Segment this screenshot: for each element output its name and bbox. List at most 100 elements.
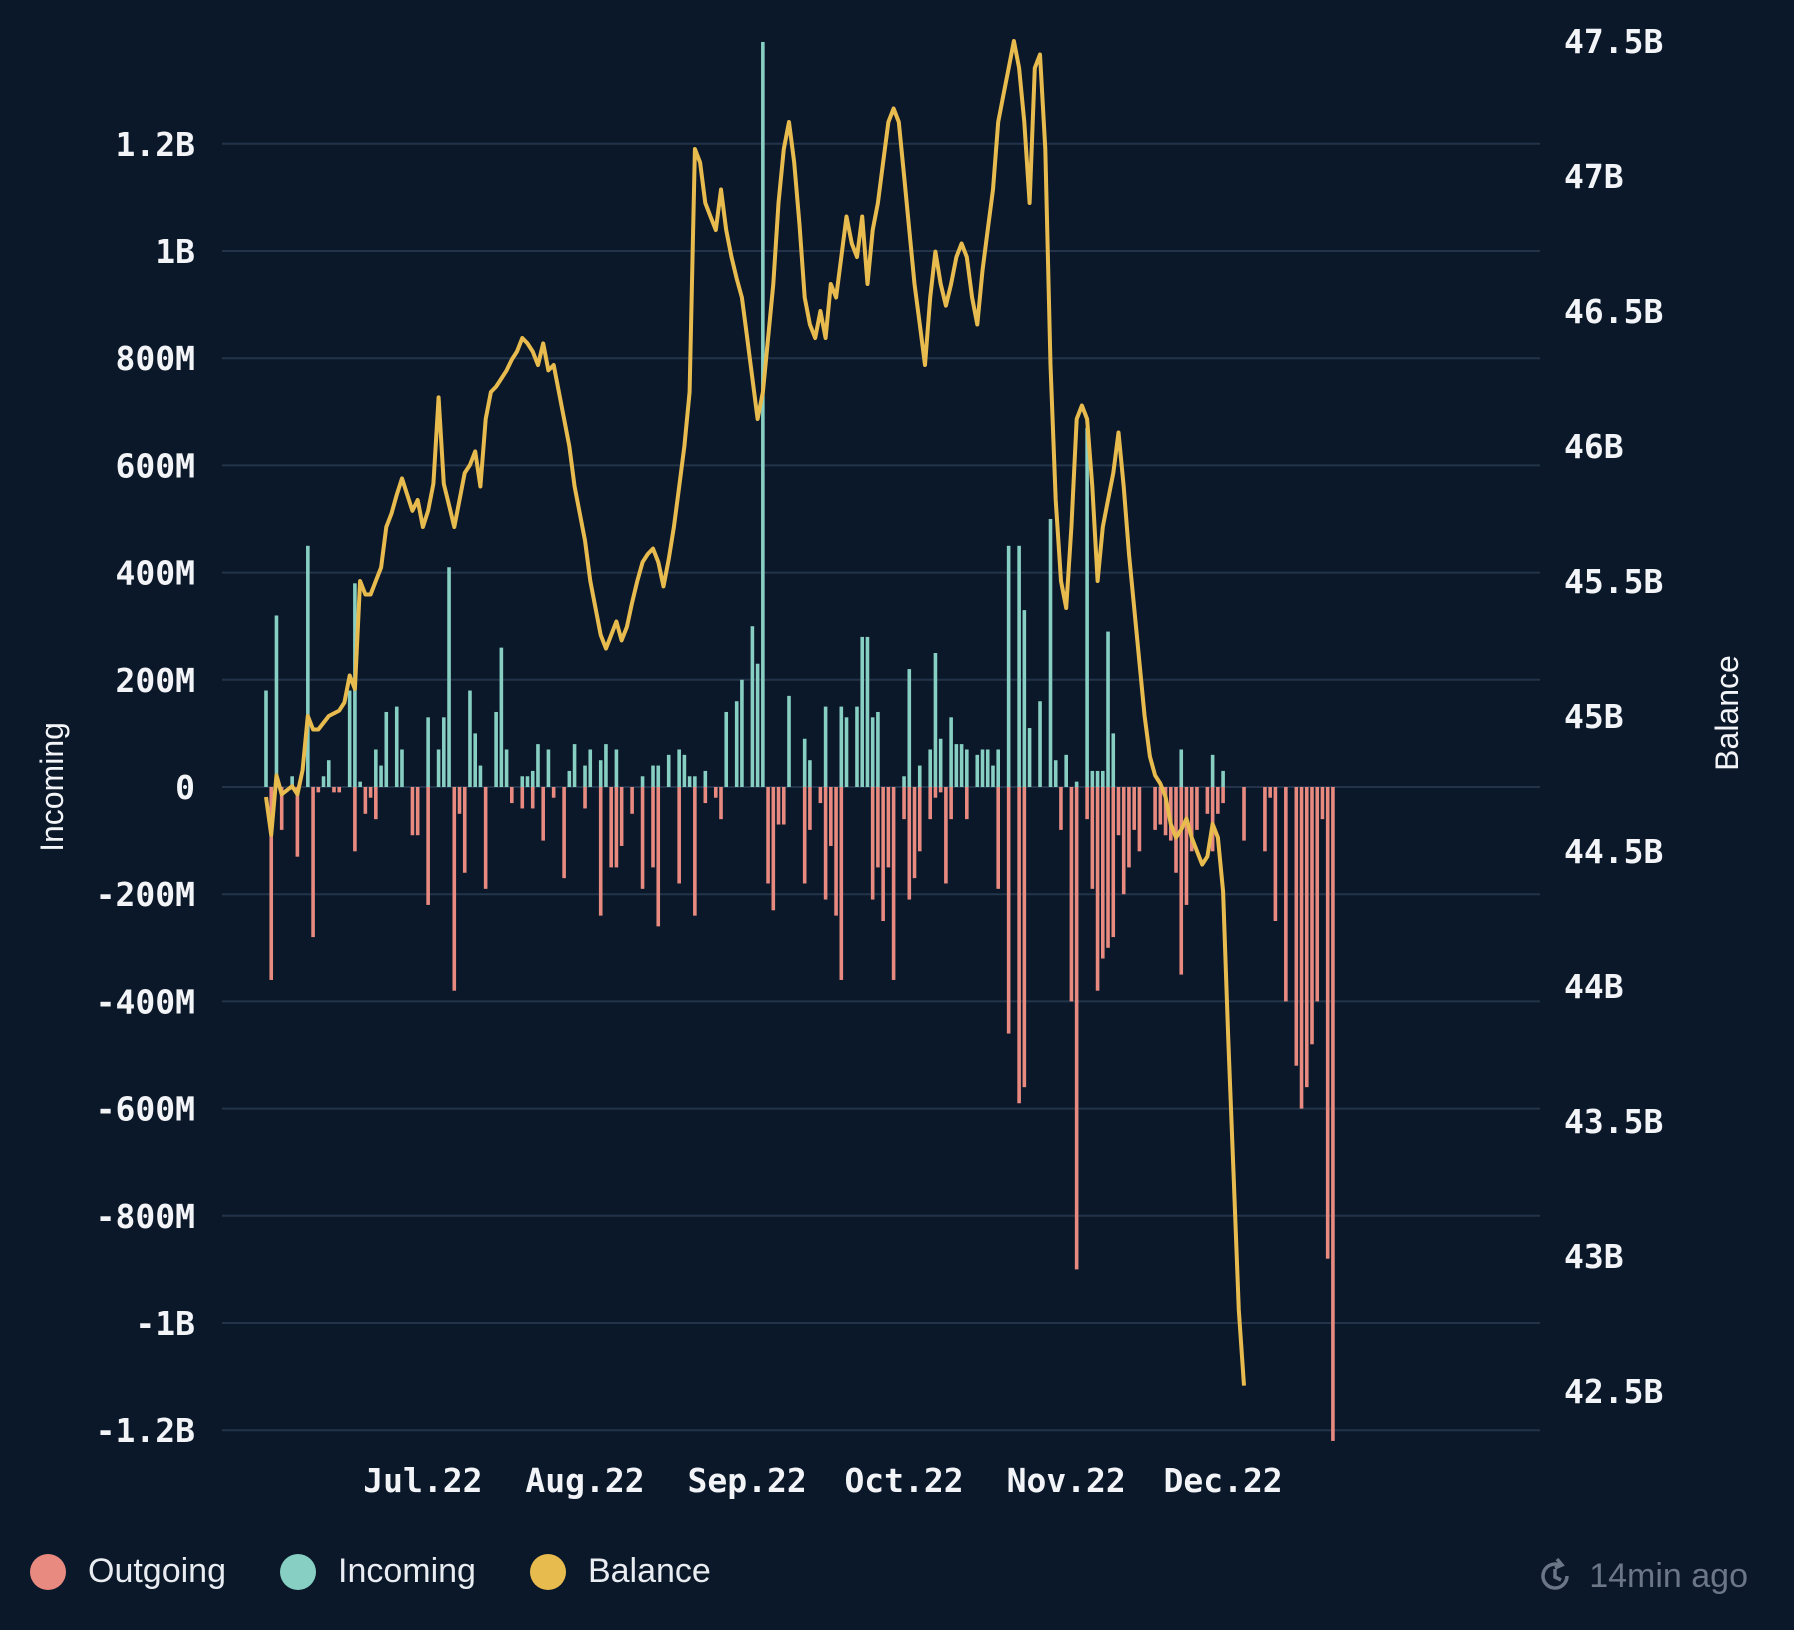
incoming-bar [546,749,551,787]
incoming-bar [478,765,483,787]
outgoing-bar [965,787,969,820]
incoming-bar [907,669,912,787]
last-updated-label: 14min ago [1589,1556,1748,1595]
legend-item-balance[interactable]: Balance [529,1552,711,1591]
outgoing-bar [1195,787,1199,830]
incoming-bar [290,776,294,787]
incoming-bar [1095,770,1100,787]
incoming-bar [928,749,933,787]
y-right-tick-label: 46.5B [1564,292,1663,331]
outgoing-bar [1320,787,1325,820]
outgoing-bar [415,787,420,836]
outgoing-bar [776,787,781,825]
incoming-bar [808,760,812,787]
incoming-bar [1221,770,1225,787]
outgoing-bar [933,787,938,798]
incoming-bar [1101,770,1105,787]
incoming-bar [902,776,906,787]
incoming-bar [379,765,383,787]
incoming-bar [933,653,938,787]
outgoing-bar [332,787,336,793]
y-right-tick-label: 45B [1564,697,1624,736]
incoming-bar [347,690,352,787]
legend-item-outgoing[interactable]: Outgoing [30,1552,226,1591]
incoming-bar [693,776,697,787]
incoming-bar [954,744,959,787]
incoming-bar [949,717,953,787]
outgoing-bar [944,787,948,884]
y-left-tick-label: -200M [96,875,195,914]
incoming-bar [494,711,498,787]
outgoing-bar [1069,787,1074,1002]
incoming-bar [682,754,687,787]
outgoing-bar [630,787,634,814]
outgoing-bar [1153,787,1157,830]
incoming-bar [860,636,865,787]
outgoing-bar [823,787,828,900]
outgoing-bar [938,787,943,793]
outgoing-bar [719,787,723,820]
balance-dot-icon [529,1553,566,1590]
incoming-bar [583,765,587,787]
outgoing-bar [353,787,357,852]
outgoing-bar [614,787,619,868]
y-left-tick-label: 1.2B [116,125,195,164]
incoming-bar [374,749,378,787]
outgoing-dot-icon [30,1553,66,1590]
incoming-bar [572,744,577,787]
outgoing-bar [876,787,880,868]
outgoing-bar [530,787,535,809]
incoming-bar [499,647,504,787]
refresh-clock-icon[interactable] [1535,1556,1575,1596]
outgoing-bar [1174,787,1178,873]
outgoing-bar [426,787,430,905]
outgoing-bar [808,787,812,830]
outgoing-bar [1189,787,1194,852]
outgoing-bar [1163,787,1168,836]
incoming-bar [473,733,477,787]
incoming-bar [975,754,980,787]
incoming-bar [436,749,441,787]
y-right-tick-label: 47B [1564,157,1624,196]
outgoing-bar [1315,787,1320,1002]
outgoing-bar [1221,787,1225,804]
outgoing-bar [870,787,875,900]
outgoing-bar [1085,787,1089,820]
incoming-bar [400,749,404,787]
incoming-bar [1090,770,1095,787]
incoming-bar [1106,631,1110,787]
incoming-bar [536,744,540,787]
incoming-bar [985,749,990,787]
legend-label-outgoing: Outgoing [88,1552,226,1590]
incoming-bar [1038,701,1042,787]
y-right-tick-label: 44.5B [1564,832,1663,871]
legend-item-incoming[interactable]: Incoming [280,1552,476,1591]
incoming-bar [802,738,807,787]
outgoing-bar [269,787,274,980]
incoming-bar [264,690,268,787]
incoming-bar [959,744,964,787]
incoming-bar [870,717,875,787]
chart-svg: 1.2B 1B 800M 600M 400M 200M 0 -200M -400M -600M -8… [34,22,1745,1500]
outgoing-bar [541,787,545,841]
outgoing-bar [1074,787,1079,1270]
outgoing-bar [1273,787,1278,921]
incoming-bar [1017,545,1021,787]
incoming-bar [855,706,859,787]
incoming-bar [823,706,828,787]
incoming-bar [687,776,692,787]
incoming-bar [761,41,765,787]
incoming-bar [442,717,446,787]
incoming-bar [724,711,729,787]
outgoing-bar [1294,787,1299,1066]
incoming-bar [1179,749,1184,787]
incoming-bar [525,776,530,787]
incoming-bar [321,776,326,787]
outgoing-bar [295,787,300,857]
incoming-bar [1027,728,1032,787]
incoming-dot-icon [280,1553,316,1590]
outgoing-bar [640,787,645,889]
y-right-tick-label: 46B [1564,427,1624,466]
outgoing-bar [368,787,373,798]
outgoing-bar [510,787,514,804]
